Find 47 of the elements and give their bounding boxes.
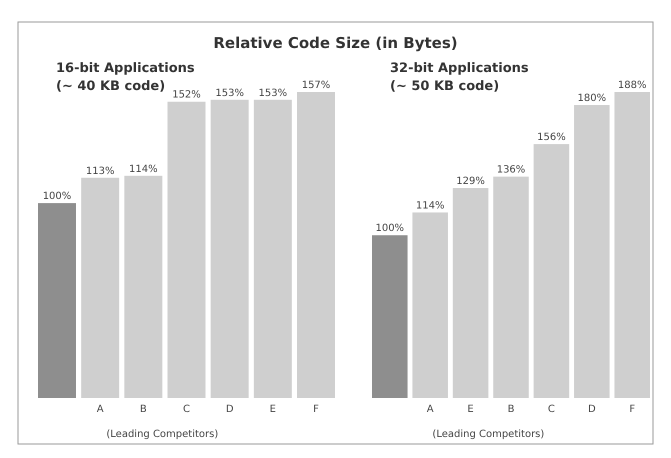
data-label: 153% [215,88,244,99]
data-label: 156% [537,132,566,144]
data-label: 114% [129,164,158,175]
x-tick-label: F [313,404,320,415]
text: (Leading Competitors) [432,429,544,440]
text: (Leading Competitors) [106,429,218,440]
x-tick-label: C [183,404,190,415]
data-label: 188% [618,80,647,91]
x-tick-label: C [548,404,555,415]
bar [81,178,120,398]
data-label: 100% [42,191,72,202]
chart-title: Relative Code Size (in Bytes) [213,34,458,52]
data-label: 100% [375,223,404,234]
data-label: 129% [456,176,485,188]
bar [574,105,610,398]
x-tick-label: B [508,404,515,415]
x-tick-label: B [140,404,147,415]
chart-subtitle: 32-bit Applications [390,61,529,76]
bar [452,188,488,398]
bar [297,92,335,398]
data-label: 152% [172,90,201,101]
data-label: 153% [258,88,288,99]
annotation: (~ 40 KB code) [56,79,166,94]
x-tick-label: E [270,404,276,415]
annotation: (~ 50 KB code) [390,79,500,94]
bar [534,144,570,398]
bar [493,176,529,398]
bar [210,100,249,398]
data-label: 113% [86,166,114,177]
bar [124,176,162,398]
bar [254,100,292,398]
bar [38,203,76,398]
x-tick-label: A [426,404,434,415]
data-label: 157% [302,80,330,91]
x-tick-label: F [629,404,636,415]
chart-subtitle: 16-bit Applications [56,61,195,76]
x-tick-label: D [226,404,234,415]
data-label: 136% [496,164,526,176]
bar [412,212,448,398]
x-tick-label: D [588,404,596,415]
data-label: 114% [416,200,444,212]
data-label: 180% [578,93,606,104]
x-tick-label: A [96,404,104,415]
x-tick-label: E [467,404,474,415]
bar [372,235,408,398]
bar [168,102,206,398]
bar [614,92,650,398]
